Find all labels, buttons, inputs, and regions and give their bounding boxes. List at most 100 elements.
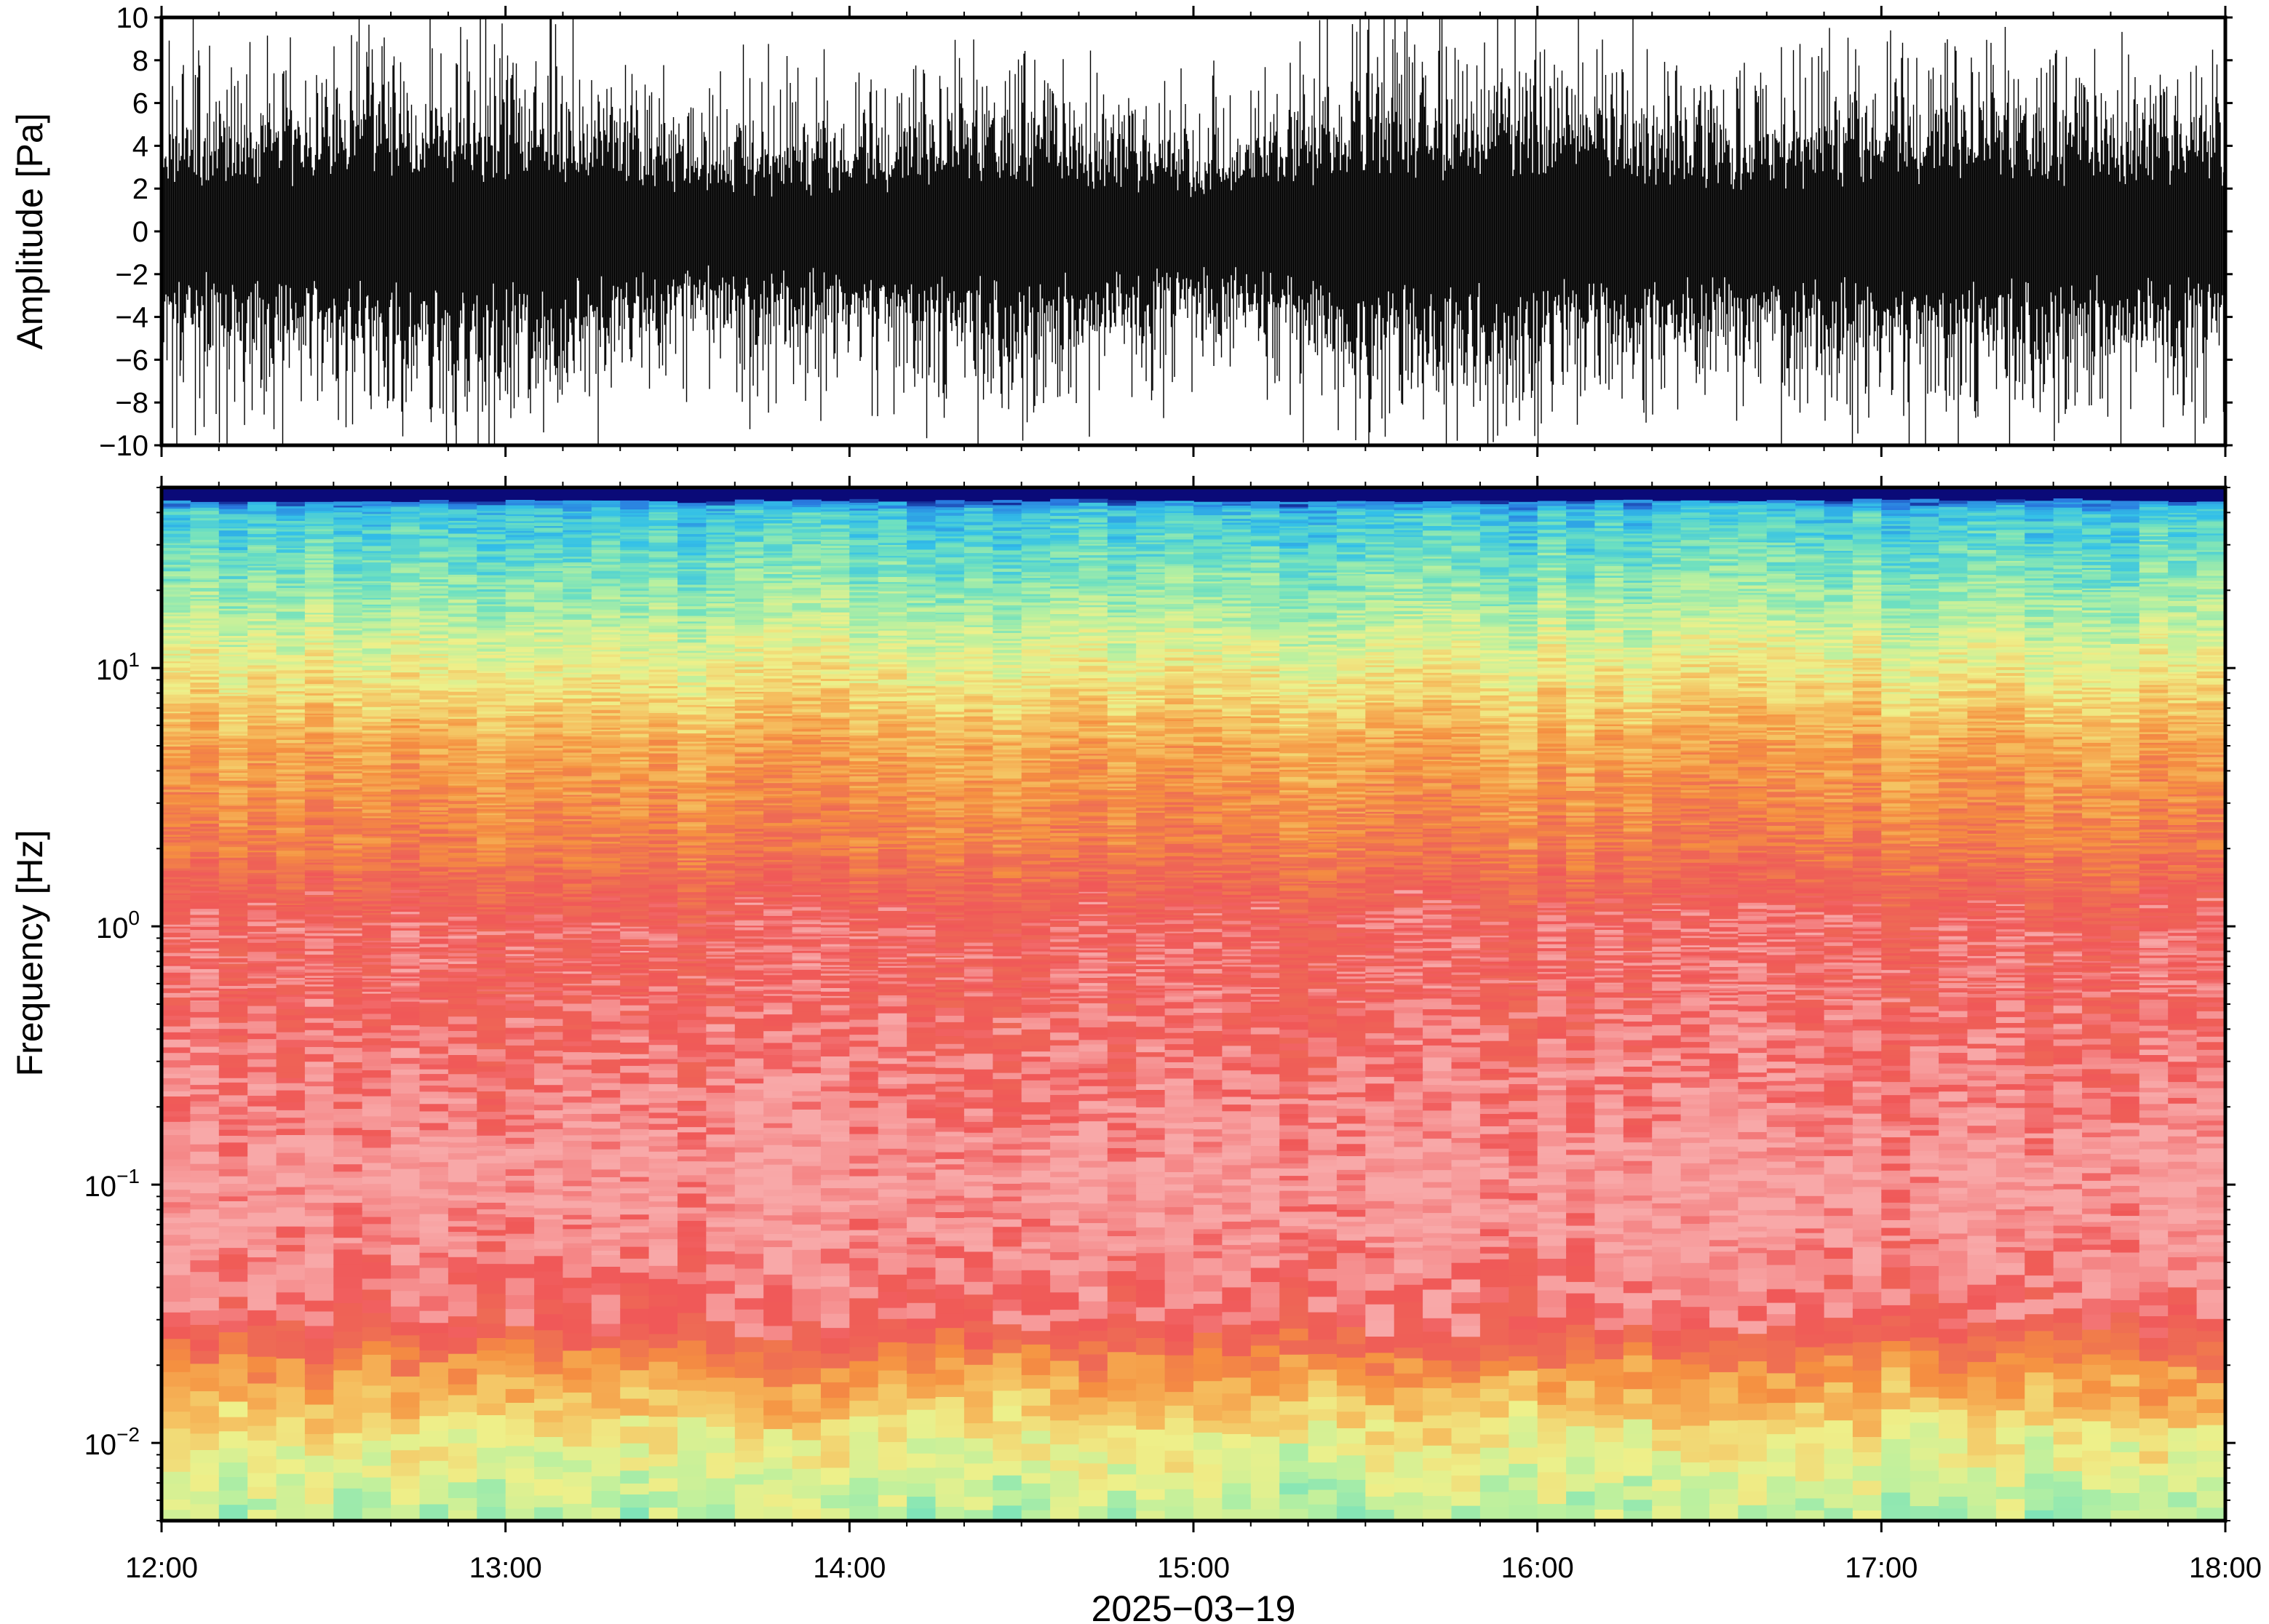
spectrogram-cell bbox=[677, 923, 707, 927]
spectrogram-cell bbox=[247, 520, 277, 524]
spectrogram-cell bbox=[591, 903, 621, 907]
spectrogram-cell bbox=[620, 1443, 650, 1458]
spectrogram-cell bbox=[391, 586, 421, 590]
spectrogram-cell bbox=[591, 939, 621, 943]
spectrogram-cell bbox=[648, 831, 678, 835]
spectrogram-cell bbox=[247, 1066, 277, 1072]
spectrogram-cell bbox=[247, 610, 277, 613]
spectrogram-cell bbox=[505, 816, 535, 819]
spectrogram-cell bbox=[276, 541, 306, 545]
spectrogram-cell bbox=[591, 643, 621, 648]
spectrogram-cell bbox=[648, 892, 678, 896]
spectrogram-cell bbox=[419, 751, 449, 755]
spectrogram-cell bbox=[534, 752, 564, 757]
spectrogram-cell bbox=[505, 965, 535, 968]
spectrogram-cell bbox=[304, 718, 335, 721]
spectrogram-cell bbox=[304, 1300, 335, 1312]
spectrogram-cell bbox=[162, 533, 191, 538]
spectrogram-cell bbox=[620, 618, 650, 621]
spectrogram-cell bbox=[477, 616, 506, 620]
spectrogram-cell bbox=[190, 708, 220, 712]
spectrogram-cell bbox=[362, 806, 392, 810]
spectrogram-cell bbox=[362, 898, 392, 901]
spectrogram-cell bbox=[190, 840, 220, 843]
spectrogram-cell bbox=[563, 1076, 592, 1084]
spectrogram-cell bbox=[218, 1430, 248, 1449]
spectrogram-cell bbox=[534, 771, 564, 776]
spectrogram-cell bbox=[218, 695, 248, 699]
spectrogram-cell bbox=[391, 1137, 421, 1145]
spectrogram-cell bbox=[276, 615, 306, 618]
spectrogram-cell bbox=[677, 819, 707, 822]
spectrogram-cell bbox=[247, 1425, 277, 1441]
spectrogram-cell bbox=[218, 573, 248, 576]
spectrogram-cell bbox=[247, 824, 277, 829]
spectrogram-cell bbox=[333, 992, 363, 995]
spectrogram-cell bbox=[477, 970, 506, 975]
spectrogram-cell bbox=[505, 532, 535, 536]
spectrogram-cell bbox=[276, 813, 306, 816]
spectrogram-cell bbox=[276, 654, 306, 658]
spectrogram-cell bbox=[677, 1000, 707, 1007]
spectrogram-cell bbox=[505, 837, 535, 840]
spectrogram-cell bbox=[162, 810, 191, 813]
spectrogram-cell bbox=[391, 681, 421, 683]
spectrogram-cell bbox=[677, 1464, 707, 1477]
spectrogram-cell bbox=[276, 1401, 306, 1417]
spectrogram-cell bbox=[448, 503, 478, 506]
spectrogram-cell bbox=[190, 574, 220, 577]
spectrogram-cell bbox=[448, 1235, 478, 1242]
spectrogram-cell bbox=[218, 800, 248, 804]
spectrogram-cell bbox=[505, 543, 535, 546]
spectrogram-cell bbox=[333, 794, 363, 797]
spectrogram-cell bbox=[162, 1201, 191, 1208]
spectrogram-cell bbox=[448, 975, 478, 978]
spectrogram-cell bbox=[706, 1251, 736, 1265]
spectrogram-cell bbox=[190, 863, 220, 867]
spectrogram-cell bbox=[505, 953, 535, 956]
spectrogram-cell bbox=[419, 872, 449, 876]
spectrogram-cell bbox=[276, 735, 306, 738]
spectrogram-cell bbox=[218, 819, 248, 824]
spectrogram-cell bbox=[620, 630, 650, 634]
spectrogram-cell bbox=[391, 1074, 421, 1083]
spectrogram-cell bbox=[218, 1072, 248, 1078]
spectrogram-cell bbox=[276, 666, 306, 671]
spectrogram-cell bbox=[362, 1440, 392, 1452]
spectrogram-cell bbox=[648, 532, 678, 536]
spectrogram-cell bbox=[218, 768, 248, 771]
spectrogram-cell bbox=[534, 1070, 564, 1079]
spectrogram-cell bbox=[620, 715, 650, 720]
spectrogram-cell bbox=[505, 500, 535, 503]
spectrogram-cell bbox=[276, 940, 306, 943]
spectrogram-cell bbox=[505, 1119, 535, 1126]
spectrogram-cell bbox=[477, 965, 506, 968]
spectrogram-cell bbox=[448, 855, 478, 859]
spectrogram-cell bbox=[620, 1146, 650, 1151]
spectrogram-cell bbox=[304, 573, 335, 576]
spectrogram-cell bbox=[505, 727, 535, 730]
spectrogram-cell bbox=[563, 1090, 592, 1097]
spectrogram-cell bbox=[505, 657, 535, 661]
spectrogram-cell bbox=[477, 1389, 506, 1404]
spectrogram-cell bbox=[218, 689, 248, 693]
spectrogram-cell bbox=[419, 964, 449, 967]
spectrogram-cell bbox=[648, 796, 678, 800]
spectrogram-cell bbox=[677, 984, 707, 988]
spectrogram-cell bbox=[162, 911, 191, 915]
spectrogram-cell bbox=[677, 851, 707, 854]
spectrogram-cell bbox=[620, 543, 650, 547]
spectrogram-cell bbox=[333, 1369, 363, 1382]
spectrogram-cell bbox=[162, 1039, 191, 1048]
spectrogram-cell bbox=[505, 805, 535, 807]
spectrogram-cell bbox=[162, 576, 191, 579]
spectrogram-cell bbox=[247, 666, 277, 669]
spectrogram-cell bbox=[505, 994, 535, 998]
spectrogram-cell bbox=[419, 696, 449, 700]
spectrogram-cell bbox=[677, 770, 707, 774]
spectrogram-cell bbox=[677, 888, 707, 893]
spectrogram-cell bbox=[677, 682, 707, 685]
spectrogram-cell bbox=[620, 661, 650, 665]
spectrogram-cell bbox=[505, 772, 535, 775]
spectrogram-cell bbox=[162, 924, 191, 927]
